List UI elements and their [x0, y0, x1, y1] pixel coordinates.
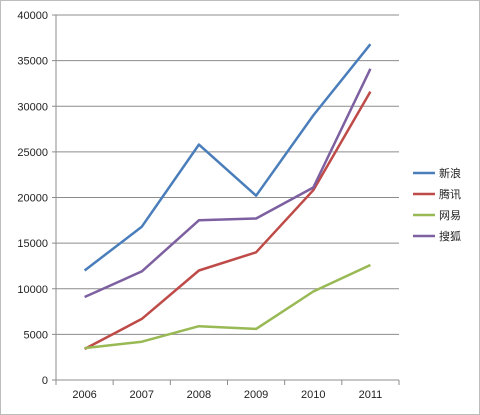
legend-label-1: 腾讯	[439, 187, 461, 201]
gridlines	[56, 14, 399, 335]
y-tick-label: 25000	[17, 147, 48, 159]
y-tick-label: 40000	[17, 10, 48, 22]
x-tick-label: 2007	[130, 389, 154, 401]
x-tick-label: 2010	[301, 389, 325, 401]
legend-label-0: 新浪	[439, 166, 461, 180]
series-lines	[83, 43, 372, 351]
x-tick-labels: 2006 2007 2008 2009 2010 2011	[72, 389, 382, 401]
legend-label-2: 网易	[439, 209, 461, 222]
y-tick-label: 10000	[17, 284, 48, 296]
x-tick-label: 2006	[72, 389, 96, 401]
y-tick-label: 5000	[24, 329, 48, 341]
x-tick-label: 2008	[187, 389, 211, 401]
y-tick-labels: 0 5000 10000 15000 20000 25000 30000 35000 40000	[17, 10, 48, 387]
series-line-1	[84, 90, 372, 351]
y-tick-label: 30000	[17, 101, 48, 113]
y-tick-label: 15000	[17, 238, 48, 250]
y-tick-label: 0	[42, 375, 48, 387]
x-tick-label: 2009	[244, 389, 268, 401]
legend-label-3: 搜狐	[439, 229, 461, 243]
series-line-2	[84, 263, 371, 350]
x-tick-label: 2011	[359, 389, 383, 401]
axes	[52, 14, 400, 385]
y-tick-label: 35000	[17, 56, 48, 68]
y-tick-label: 20000	[17, 193, 48, 205]
series-line-3	[84, 68, 372, 299]
series-line-0	[83, 43, 372, 272]
